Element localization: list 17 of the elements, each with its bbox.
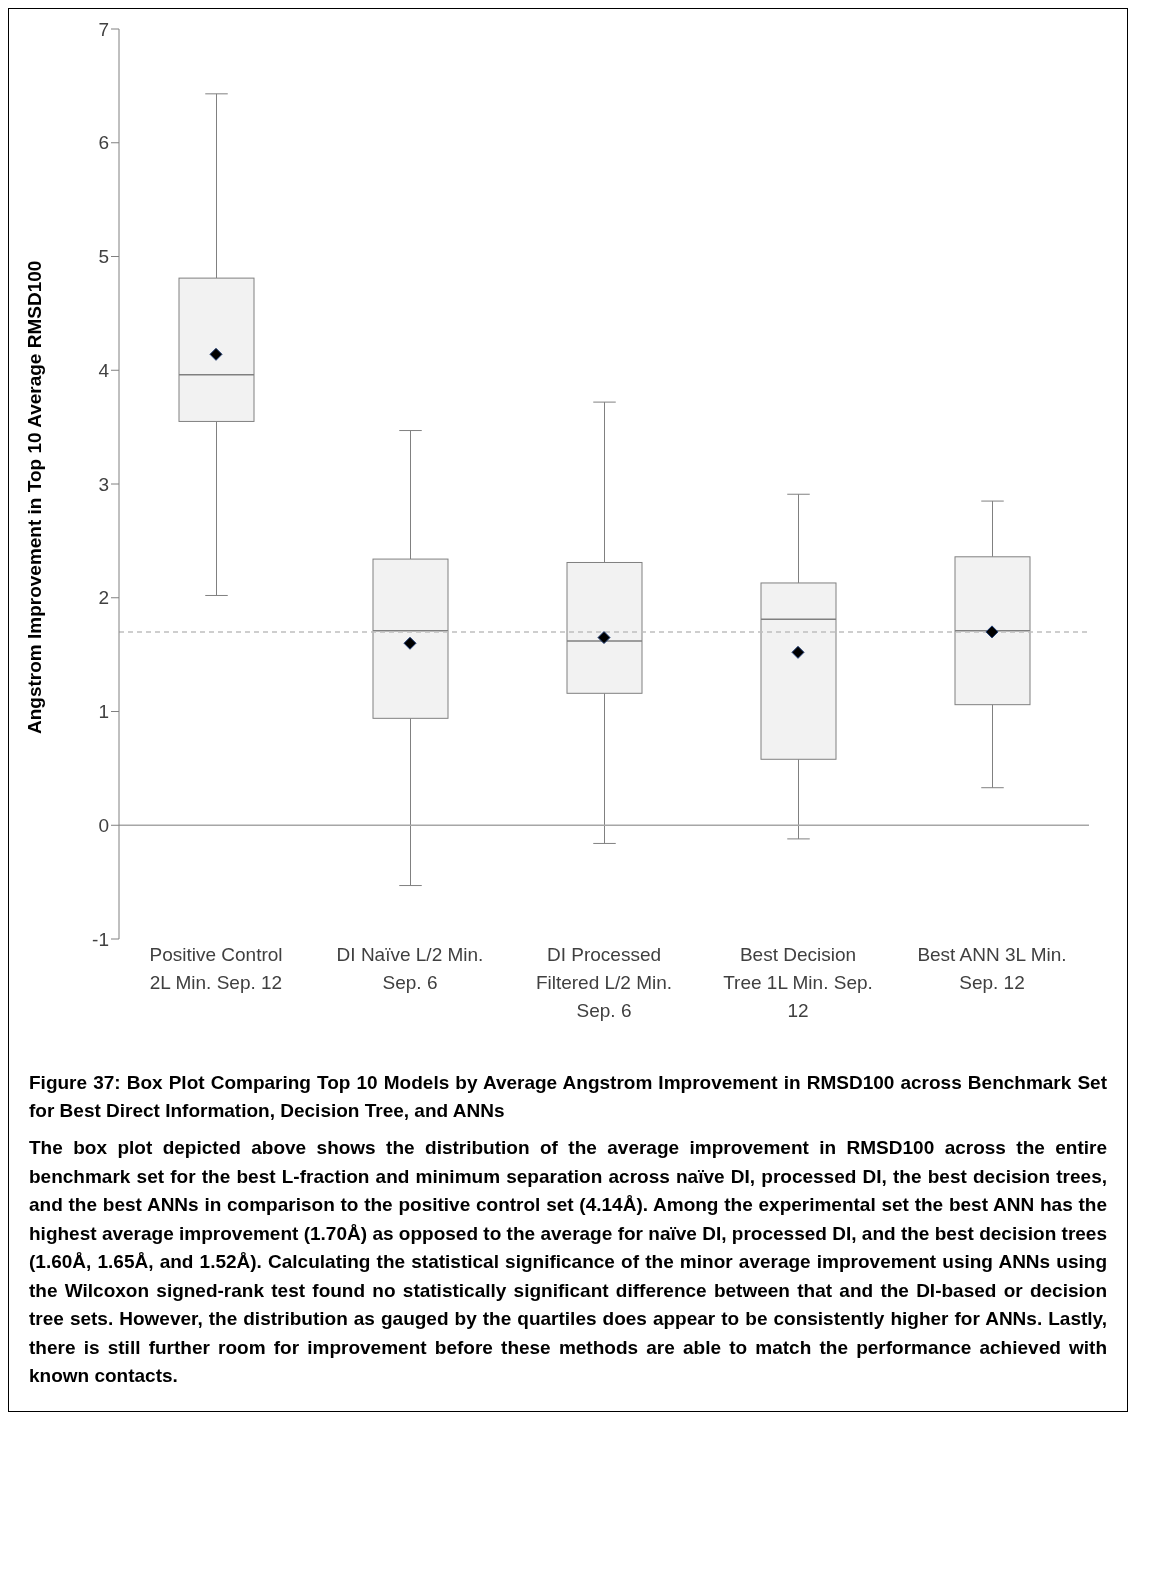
y-tick-label: 2 — [98, 587, 109, 609]
x-tick-label: Best Decision Tree 1L Min. Sep. 12 — [723, 944, 873, 1021]
y-tick-label: 0 — [98, 814, 109, 836]
x-tick-label: DI Naïve L/2 Min. Sep. 6 — [336, 944, 484, 993]
text: The box plot depicted above shows the distribution of the average improvement in RMSD100 across the entire benchmark set for the best L-fraction and minimum separation across naïve DI, processed DI, the best decision trees, and the best ANNs in comparison to the positive control set (4.14Å). Among the experimental set the best ANN has the highest average improvement (1.70Å) as opposed to the average for naïve DI, processed DI, and the best decision trees (1.60Å, 1.65Å, and 1.52Å). Calculating the statistical significance of the minor average improvement using ANNs using the Wilcoxon signed-rank test found no statistically significant difference between that and the DI-based or decision tree sets. However, the distribution as gauged by the quartiles does appear to be consistently higher for ANNs. Lastly, there is still further room for improvement before these methods are able to match the performance achieved with known contacts. — [29, 1137, 1107, 1387]
x-tick-label: DI Processed Filtered L/2 Min. Sep. 6 — [535, 944, 673, 1021]
y-tick-label: -1 — [92, 928, 109, 950]
y-tick-label: 6 — [98, 132, 109, 154]
y-tick-label: 5 — [98, 246, 109, 268]
x-tick-label: Best ANN 3L Min. Sep. 12 — [917, 944, 1067, 993]
y-tick-label: 1 — [98, 701, 109, 723]
y-tick-label: 3 — [98, 473, 109, 495]
y-tick-label: 4 — [98, 359, 110, 381]
y-tick-label: 7 — [98, 18, 109, 40]
y-axis-title: Angstrom Improvement in Top 10 Average RMSD100 — [23, 260, 45, 734]
caption: Figure 37: Box Plot Comparing Top 10 Models by Average Angstrom Improvement in RMSD100 across Benchmark Set for Best Direct Information, Decision Tree, and ANNs — [29, 1071, 1107, 1123]
x-tick-label: Positive Control 2L Min. Sep. 12 — [149, 944, 283, 993]
